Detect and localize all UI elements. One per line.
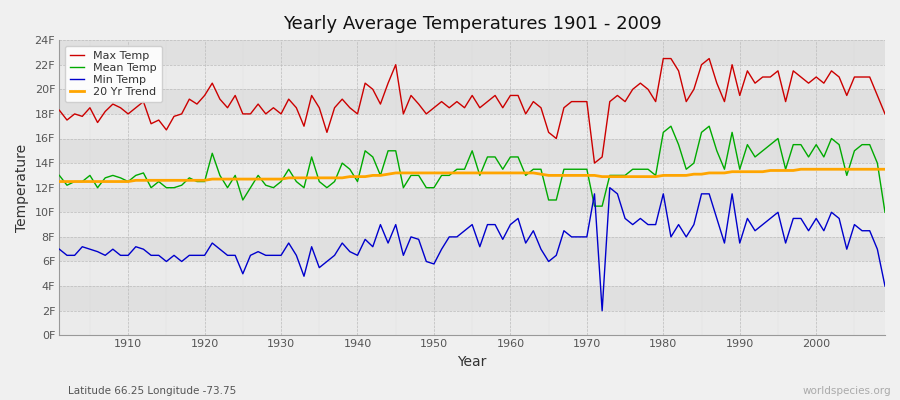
Max Temp <box>505 93 516 98</box>
Mean Temp <box>879 210 890 215</box>
Bar <box>59 40 885 65</box>
Bar <box>59 212 885 237</box>
Mean Temp <box>665 124 676 129</box>
Bar <box>59 89 885 114</box>
Min Temp <box>284 241 294 246</box>
20 Yr Trend <box>879 167 890 172</box>
Max Temp <box>879 112 890 116</box>
Min Temp <box>498 237 508 242</box>
Mean Temp <box>505 154 516 159</box>
Mean Temp <box>597 204 608 208</box>
Mean Temp <box>115 176 126 180</box>
Title: Yearly Average Temperatures 1901 - 2009: Yearly Average Temperatures 1901 - 2009 <box>283 15 662 33</box>
20 Yr Trend <box>329 176 340 180</box>
Min Temp <box>879 284 890 288</box>
Mean Temp <box>498 167 508 172</box>
Mean Temp <box>54 173 65 178</box>
20 Yr Trend <box>54 179 65 184</box>
Max Temp <box>284 97 294 102</box>
Min Temp <box>54 247 65 252</box>
Line: Max Temp: Max Temp <box>59 58 885 163</box>
Bar <box>59 286 885 311</box>
Bar <box>59 138 885 163</box>
Line: Mean Temp: Mean Temp <box>59 126 885 212</box>
Bar <box>59 65 885 89</box>
Bar <box>59 311 885 335</box>
20 Yr Trend <box>284 176 294 180</box>
Max Temp <box>115 105 126 110</box>
Text: Latitude 66.25 Longitude -73.75: Latitude 66.25 Longitude -73.75 <box>68 386 236 396</box>
Max Temp <box>658 56 669 61</box>
Text: worldspecies.org: worldspecies.org <box>803 386 891 396</box>
Bar <box>59 188 885 212</box>
Max Temp <box>590 161 600 166</box>
Legend: Max Temp, Mean Temp, Min Temp, 20 Yr Trend: Max Temp, Mean Temp, Min Temp, 20 Yr Tre… <box>65 46 162 102</box>
Line: Min Temp: Min Temp <box>59 188 885 311</box>
Min Temp <box>329 253 340 258</box>
Line: 20 Yr Trend: 20 Yr Trend <box>59 169 885 182</box>
Bar <box>59 163 885 188</box>
Min Temp <box>505 222 516 227</box>
Min Temp <box>605 185 616 190</box>
Mean Temp <box>284 167 294 172</box>
Min Temp <box>597 308 608 313</box>
Max Temp <box>498 105 508 110</box>
20 Yr Trend <box>498 170 508 175</box>
20 Yr Trend <box>115 179 126 184</box>
Y-axis label: Temperature: Temperature <box>15 144 29 232</box>
Max Temp <box>605 99 616 104</box>
Bar <box>59 237 885 262</box>
Max Temp <box>329 105 340 110</box>
20 Yr Trend <box>796 167 806 172</box>
Min Temp <box>115 253 126 258</box>
20 Yr Trend <box>505 170 516 175</box>
Bar <box>59 262 885 286</box>
Mean Temp <box>329 179 340 184</box>
20 Yr Trend <box>597 174 608 179</box>
X-axis label: Year: Year <box>457 355 487 369</box>
Max Temp <box>54 108 65 113</box>
Bar <box>59 114 885 138</box>
Min Temp <box>612 192 623 196</box>
